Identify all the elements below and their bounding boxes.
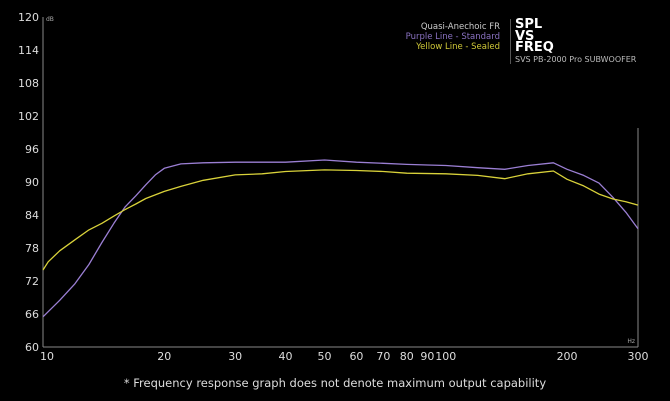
chart-title-line-2: VS (515, 28, 535, 44)
y-tick-label: 114 (18, 44, 39, 57)
x-tick-label: 30 (228, 350, 242, 363)
legend-entry-sealed: Yellow Line - Sealed (416, 42, 500, 52)
y-tick-label: 78 (25, 242, 39, 255)
x-tick-label: 300 (628, 350, 649, 363)
series-line-standard (42, 159, 639, 318)
legend: Quasi-Anechoic FR Purple Line - Standard… (406, 22, 500, 52)
x-tick-label: 70 (376, 350, 390, 363)
x-tick-label: 80 (400, 350, 414, 363)
x-tick-label: 100 (435, 350, 456, 363)
x-axis-unit: Hz (627, 338, 635, 345)
x-tick-label: 10 (40, 350, 54, 363)
x-tick-label: 90 (420, 350, 434, 363)
footnote: * Frequency response graph does not deno… (123, 376, 547, 390)
x-tick-label: 200 (557, 350, 578, 363)
y-tick-label: 84 (25, 209, 39, 222)
x-tick-label: 20 (157, 350, 171, 363)
y-tick-label: 120 (18, 11, 39, 24)
x-tick-label: 60 (349, 350, 363, 363)
legend-heading: Quasi-Anechoic FR (420, 22, 500, 32)
series-line-sealed (42, 169, 639, 271)
y-tick-label: 90 (25, 176, 39, 189)
chart-title-line-1: SPL (515, 17, 543, 32)
legend-entry-standard: Purple Line - Standard (405, 32, 500, 42)
x-tick-label: 50 (318, 350, 332, 363)
y-tick-label: 108 (18, 77, 39, 90)
title-block: SPL VS FREQ SVS PB-2000 Pro SUBWOOFER (510, 17, 637, 64)
y-axis-unit: dB (46, 16, 54, 23)
x-tick-label: 40 (279, 350, 293, 363)
y-tick-label: 60 (25, 341, 39, 354)
chart-subtitle: SVS PB-2000 Pro SUBWOOFER (515, 54, 637, 64)
y-tick-label: 72 (25, 275, 39, 288)
y-tick-label: 102 (18, 110, 39, 123)
y-tick-label: 96 (25, 143, 39, 156)
y-tick-label: 66 (25, 308, 39, 321)
chart-title-line-3: FREQ (515, 40, 554, 55)
